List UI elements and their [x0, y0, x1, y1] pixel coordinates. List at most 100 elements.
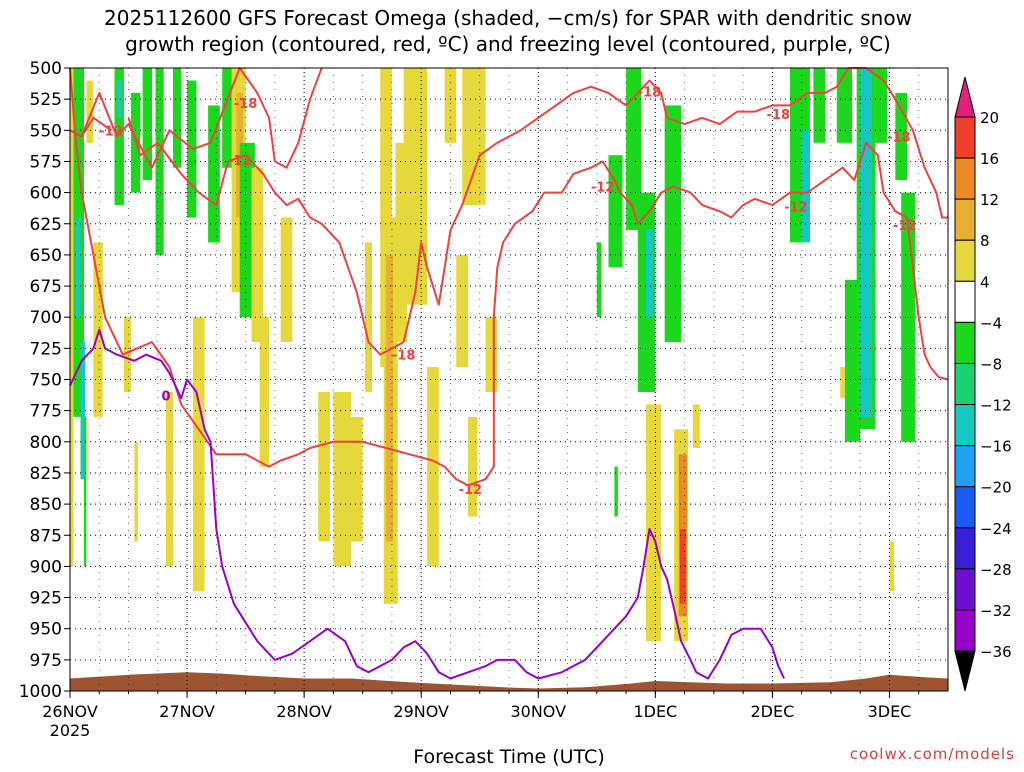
freezing-level-label: 0	[161, 390, 170, 405]
omega-cell	[208, 105, 220, 243]
omega-cell	[348, 416, 363, 542]
omega-cell	[679, 529, 686, 604]
colorbar-bottom-arrow	[954, 650, 976, 692]
dendritic-contour	[848, 67, 948, 219]
colorbar-bin	[954, 486, 976, 529]
dendritic-contour	[69, 67, 323, 169]
y-tick-label: 700	[30, 308, 62, 328]
dendritic-contour	[906, 217, 949, 381]
y-tick-label: 875	[30, 526, 62, 546]
colorbar-bin	[954, 280, 976, 323]
colorbar-label: −16	[980, 438, 1012, 456]
omega-cell	[365, 242, 372, 392]
omega-cell	[318, 392, 330, 542]
dendritic-contour-label: -12	[459, 483, 483, 498]
omega-cell	[123, 317, 131, 392]
dendritic-contour	[69, 67, 908, 487]
terrain-polygon	[70, 672, 948, 691]
omega-cell	[646, 404, 662, 642]
omega-cell	[596, 242, 602, 318]
omega-cell	[485, 317, 498, 392]
y-tick-label: 975	[30, 651, 62, 671]
omega-cell	[456, 254, 468, 367]
y-tick-label: 800	[30, 433, 62, 453]
omega-cell	[427, 367, 439, 567]
omega-cell	[114, 68, 124, 206]
y-tick-label: 900	[30, 557, 62, 577]
y-tick-label: 775	[30, 402, 62, 422]
y-tick-label: 675	[30, 277, 62, 297]
colorbar-label: 16	[980, 150, 999, 168]
chart-title-line2: growth region (contoured, red, ºC) and f…	[125, 32, 891, 56]
omega-cell	[93, 242, 103, 417]
colorbar-bin	[954, 568, 976, 611]
dendritic-contour-label: -18	[887, 131, 911, 146]
x-tick-sublabel: 2025	[50, 721, 91, 740]
omega-cell	[259, 317, 269, 467]
axes: 500 525 550 575 600 625 650 675 700 725 750 775 800 8…	[19, 59, 920, 740]
omega-cell	[116, 80, 122, 118]
omega-cell	[863, 68, 869, 243]
omega-cell	[608, 155, 623, 268]
y-tick-label: 825	[30, 464, 62, 484]
dendritic-contour-label: -12	[893, 219, 917, 234]
y-tick-label: 550	[30, 121, 62, 141]
omega-shading	[70, 68, 916, 642]
x-tick-label: 1DEC	[633, 702, 677, 721]
colorbar-bin	[954, 239, 976, 282]
colorbar-label: −28	[980, 561, 1012, 579]
y-tick-label: 650	[30, 246, 62, 266]
omega-cell	[173, 68, 182, 168]
omega-cell	[840, 367, 845, 399]
omega-cell	[75, 217, 81, 318]
y-tick-label: 950	[30, 620, 62, 640]
omega-cell	[84, 416, 87, 567]
colorbar-label: −20	[980, 479, 1012, 497]
colorbar-label: −36	[980, 643, 1012, 661]
x-tick-label: 29NOV	[393, 702, 449, 721]
y-tick-label: 925	[30, 589, 62, 609]
dendritic-contour	[625, 67, 850, 126]
dendritic-contour-label: -18	[638, 86, 662, 101]
colorbar: 20 16 12 8 4 −4 −8 −12 −16 −20 −24 −28 −32 −36	[954, 76, 1012, 692]
colorbar-bin	[954, 609, 976, 652]
colorbar-label: −8	[980, 355, 1002, 373]
dendritic-contour-label: -12	[591, 180, 615, 195]
colorbar-bin	[954, 527, 976, 570]
y-tick-label: 1000	[19, 682, 62, 702]
omega-cell	[462, 68, 486, 206]
omega-cell	[239, 142, 255, 318]
dendritic-contour-label: -18	[767, 108, 791, 123]
omega-cell	[192, 317, 205, 592]
y-tick-label: 525	[30, 90, 62, 110]
omega-cell	[251, 167, 264, 343]
y-tick-label: 500	[30, 59, 62, 79]
x-tick-label: 2DEC	[751, 702, 795, 721]
colorbar-label: −24	[980, 520, 1012, 538]
x-tick-label: 3DEC	[868, 702, 912, 721]
omega-cell	[801, 130, 810, 243]
omega-cell	[403, 68, 427, 305]
colorbar-bin	[954, 445, 976, 488]
colorbar-label: 8	[980, 232, 990, 250]
colorbar-bin	[954, 362, 976, 406]
x-tick-label: 27NOV	[159, 702, 215, 721]
omega-cell	[280, 217, 293, 343]
dendritic-contour	[402, 85, 627, 343]
omega-cell	[614, 466, 618, 517]
y-tick-label: 750	[30, 371, 62, 391]
omega-cell	[134, 441, 138, 542]
contours: -18 -12 -12 -18 -18 -18 -18 -12 -12 -12 -12 0	[69, 67, 949, 680]
chart-title-line1: 2025112600 GFS Forecast Omega (shaded, −…	[104, 6, 912, 30]
terrain-fill	[70, 672, 948, 691]
omega-cell	[86, 80, 94, 143]
dendritic-contour-label: -12	[228, 154, 252, 169]
omega-cell	[395, 142, 408, 343]
y-tick-label: 725	[30, 339, 62, 359]
colorbar-bin	[954, 321, 976, 364]
omega-cell	[692, 404, 700, 448]
credit-text: coolwx.com/models	[850, 745, 1015, 763]
omega-cell	[468, 416, 478, 517]
